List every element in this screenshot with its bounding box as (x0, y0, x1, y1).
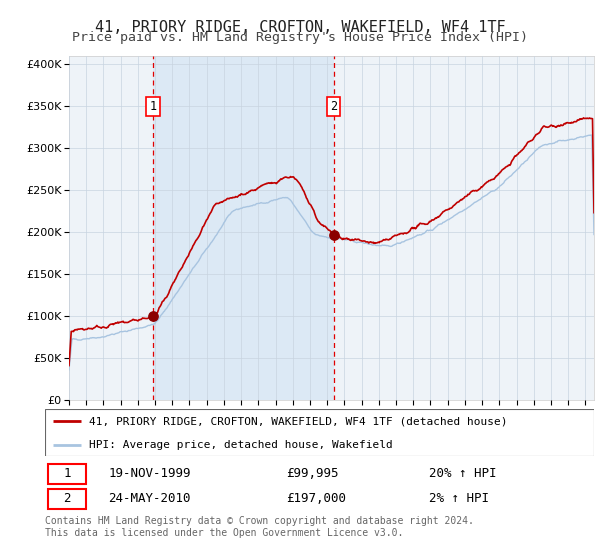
Point (329, 231, 338, 240)
Text: HPI: Average price, detached house, Wakefield: HPI: Average price, detached house, Wake… (89, 440, 392, 450)
Text: £99,995: £99,995 (287, 468, 339, 480)
Text: 41, PRIORY RIDGE, CROFTON, WAKEFIELD, WF4 1TF (detached house): 41, PRIORY RIDGE, CROFTON, WAKEFIELD, WF… (89, 416, 508, 426)
Text: 1: 1 (149, 100, 157, 113)
Text: 24-MAY-2010: 24-MAY-2010 (108, 492, 191, 505)
FancyBboxPatch shape (48, 464, 86, 484)
Point (148, 312, 158, 321)
Text: 1: 1 (63, 468, 71, 480)
Text: £197,000: £197,000 (287, 492, 347, 505)
Text: 2% ↑ HPI: 2% ↑ HPI (430, 492, 490, 505)
Text: 41, PRIORY RIDGE, CROFTON, WAKEFIELD, WF4 1TF: 41, PRIORY RIDGE, CROFTON, WAKEFIELD, WF… (95, 20, 505, 35)
Bar (153, 56, 334, 400)
Text: Price paid vs. HM Land Registry's House Price Index (HPI): Price paid vs. HM Land Registry's House … (72, 31, 528, 44)
Text: 20% ↑ HPI: 20% ↑ HPI (430, 468, 497, 480)
Text: 2: 2 (330, 100, 337, 113)
Text: Contains HM Land Registry data © Crown copyright and database right 2024.
This d: Contains HM Land Registry data © Crown c… (45, 516, 474, 538)
Text: 19-NOV-1999: 19-NOV-1999 (108, 468, 191, 480)
Text: 2: 2 (63, 492, 71, 505)
FancyBboxPatch shape (45, 409, 594, 456)
FancyBboxPatch shape (48, 489, 86, 508)
